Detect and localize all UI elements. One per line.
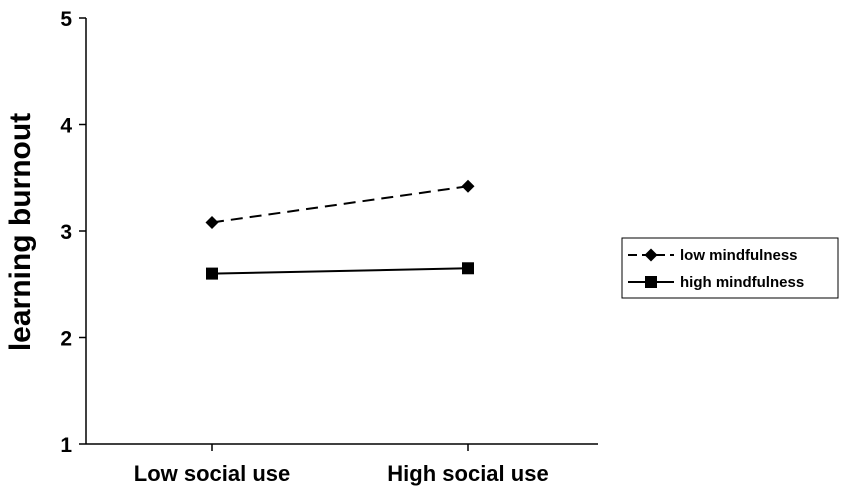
legend-item: low mindfulness [628,247,798,264]
series-low-mindfulness [205,179,475,229]
legend-label: low mindfulness [680,247,798,264]
legend-item: high mindfulness [628,274,804,291]
data-point [462,262,474,275]
series-line [211,267,469,275]
legend-box [621,237,839,299]
legend-items: low mindfulness high mindfulness [628,247,804,291]
chart-axes [85,18,598,445]
y-axis-label: learning burnout [4,113,37,351]
x-ticks: Low social use High social use [134,444,549,486]
series-high-mindfulness [206,262,474,280]
legend-marker [645,276,657,288]
y-tick-label: 3 [60,221,72,244]
legend-marker [644,248,658,262]
x-category-label: Low social use [134,461,291,486]
y-ticks: 1 2 3 4 5 [60,8,86,457]
series-layer [205,179,475,280]
legend: low mindfulness high mindfulness [621,237,839,299]
x-category-label: High social use [387,461,548,486]
data-point [206,267,218,280]
y-tick-label: 2 [60,328,72,351]
data-point [461,179,475,193]
data-point [205,215,219,229]
y-tick-label: 1 [60,434,72,457]
legend-label: high mindfulness [680,274,804,291]
y-tick-label: 4 [60,115,72,138]
series-line [211,185,469,224]
y-tick-label: 5 [60,8,72,31]
